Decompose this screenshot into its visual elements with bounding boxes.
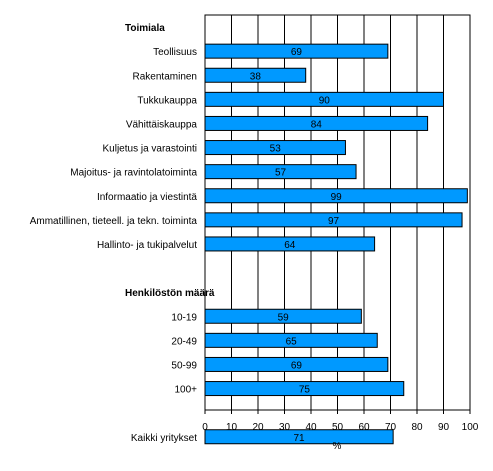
category-label: Kuljetus ja varastointi	[103, 144, 198, 155]
bar	[204, 188, 468, 204]
bars: 69 38 90 84 53 57 99 97 64 59 65 69 75 71	[204, 43, 468, 445]
category-label: Vähittäiskauppa	[126, 119, 198, 130]
category-label: 100+	[174, 385, 197, 396]
category-label: Informaatio ja viestintä	[97, 192, 197, 203]
bar-value-label: 84	[311, 119, 323, 130]
bar-value-label: 97	[328, 216, 340, 227]
x-tick-label: 100	[462, 422, 479, 433]
x-tick-label: 30	[279, 422, 291, 433]
x-axis-ticks: 0 10 20 30 40 50 60 70 80 90 100	[202, 410, 479, 433]
bar-value-label: 90	[319, 95, 331, 106]
bar	[204, 332, 378, 348]
category-label: Majoitus- ja ravintolatoiminta	[70, 168, 197, 179]
bar-value-label: 57	[275, 168, 287, 179]
bar-value-label: 99	[331, 192, 343, 203]
x-tick-label: 40	[305, 422, 317, 433]
category-label: 20-49	[171, 336, 197, 347]
category-label: Hallinto- ja tukipalvelut	[97, 240, 197, 251]
bar-value-label: 69	[291, 360, 303, 371]
bar	[204, 164, 357, 180]
category-label: 50-99	[171, 360, 197, 371]
group-heading: Henkilöstön määrä	[125, 288, 215, 299]
bar-value-label: 64	[284, 240, 296, 251]
category-label: Tukkukauppa	[137, 95, 197, 106]
x-tick-label: 80	[411, 422, 423, 433]
category-labels: Toimiala Teollisuus Rakentaminen Tukkukaupp…	[30, 23, 215, 444]
category-label: Ammatillinen, tieteell. ja tekn. toimint…	[30, 216, 198, 227]
group-heading: Toimiala	[125, 23, 165, 34]
x-axis-title: %	[333, 441, 342, 452]
bar-value-label: 69	[291, 47, 303, 58]
bar	[204, 308, 362, 324]
bar	[204, 356, 389, 372]
bar-value-label: 65	[286, 336, 298, 347]
x-tick-label: 0	[202, 422, 208, 433]
bar	[204, 43, 389, 59]
bar-value-label: 38	[250, 71, 262, 82]
x-tick-label: 60	[358, 422, 370, 433]
bar	[204, 429, 394, 445]
bar	[204, 212, 463, 228]
category-label: Rakentaminen	[133, 71, 197, 82]
bar	[204, 236, 376, 252]
bar	[204, 140, 346, 156]
bar-value-label: 75	[299, 385, 311, 396]
bar	[204, 115, 429, 131]
x-tick-label: 90	[438, 422, 450, 433]
bar	[204, 91, 444, 107]
bar-value-label: 59	[278, 312, 290, 323]
x-tick-label: 50	[332, 422, 344, 433]
category-label: Teollisuus	[153, 47, 197, 58]
x-tick-label: 70	[385, 422, 397, 433]
category-label: Kaikki yritykset	[131, 433, 197, 444]
bar	[204, 67, 307, 83]
bar-value-label: 71	[294, 433, 306, 444]
bar-value-label: 53	[270, 144, 282, 155]
bar	[204, 381, 405, 397]
category-label: 10-19	[171, 312, 197, 323]
x-tick-label: 20	[252, 422, 264, 433]
x-tick-label: 10	[226, 422, 238, 433]
